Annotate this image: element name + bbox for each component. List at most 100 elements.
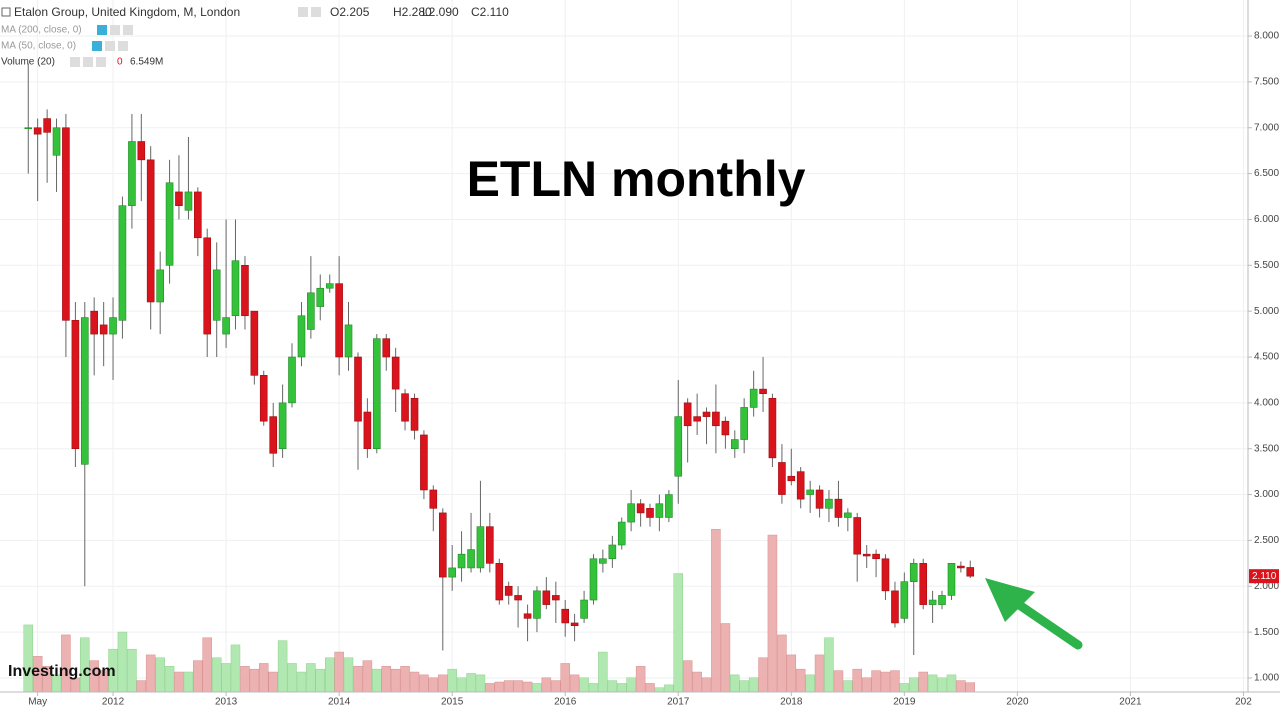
volume-bar: [522, 681, 533, 693]
candle-layer: [24, 63, 975, 656]
indicator-icon[interactable]: [105, 41, 115, 51]
volume-bar: [635, 666, 646, 693]
candle-body: [768, 397, 777, 459]
watermark: Investing.com: [8, 663, 116, 680]
indicator-icon[interactable]: [92, 41, 102, 51]
volume-bar: [174, 671, 184, 693]
candle-body: [71, 320, 80, 450]
volume-bar: [748, 677, 759, 693]
indicator-label: MA (50, close, 0): [1, 41, 76, 52]
candle-body: [825, 498, 833, 509]
indicator-icon[interactable]: [96, 57, 106, 67]
volume-bar: [937, 677, 947, 693]
candle-body: [702, 411, 711, 417]
volume-bar: [560, 663, 570, 693]
settings-icon[interactable]: [298, 7, 308, 17]
candle-body: [749, 388, 758, 408]
candle-body: [589, 558, 598, 601]
volume-bar: [362, 660, 373, 693]
x-tick-label: 2016: [554, 697, 577, 708]
candle-body: [617, 521, 626, 546]
volume-bar: [136, 680, 147, 693]
indicator-icon[interactable]: [118, 41, 128, 51]
candle-body: [693, 416, 701, 422]
volume-zero: 0: [117, 57, 123, 68]
header: Etalon Group, United Kingdom, M, London …: [1, 5, 509, 67]
candle-body: [372, 338, 381, 450]
volume-bar: [277, 640, 288, 693]
candle-body: [891, 590, 899, 624]
volume-bar: [334, 651, 344, 693]
x-tick-label: 2019: [893, 697, 916, 708]
indicator-icon[interactable]: [83, 57, 93, 67]
volume-bar: [541, 677, 552, 693]
collapse-icon[interactable]: [1, 7, 11, 17]
indicator-icon[interactable]: [123, 25, 133, 35]
candle-body: [401, 393, 409, 422]
volume-bar: [767, 534, 778, 693]
volume-bar: [532, 683, 542, 693]
volume-bar: [117, 631, 128, 693]
y-tick-label: 5.000: [1254, 306, 1279, 317]
volume-bar: [579, 677, 589, 693]
volume-bar: [551, 680, 561, 693]
candle-body: [109, 317, 117, 335]
candle-body: [325, 283, 334, 289]
volume-bar: [390, 668, 401, 693]
volume-bar: [616, 683, 627, 693]
volume-bar: [485, 683, 495, 693]
volume-bar: [513, 680, 523, 693]
volume-bar: [287, 663, 297, 693]
candle-body: [467, 549, 475, 569]
volume-bar: [720, 623, 731, 693]
candle-body: [128, 141, 136, 206]
candle-body: [947, 563, 956, 596]
candle-body: [43, 118, 51, 133]
candle-body: [853, 517, 862, 555]
volume-last: 6.549M: [130, 57, 163, 68]
y-tick-label: 4.000: [1254, 397, 1279, 408]
candle-body: [608, 544, 617, 560]
indicator-icon[interactable]: [110, 25, 120, 35]
indicator-icon[interactable]: [97, 25, 107, 35]
low-value: L2.090: [422, 5, 459, 19]
candle-body: [288, 356, 296, 404]
volume-bar: [240, 666, 250, 693]
y-tick-label: 3.000: [1254, 489, 1279, 500]
volume-bar: [343, 657, 354, 693]
candle-body: [175, 191, 183, 206]
chart-title: ETLN monthly: [467, 151, 806, 207]
volume-bar: [871, 670, 881, 693]
candle-body: [316, 287, 325, 307]
volume-bar: [673, 573, 684, 693]
arrow-shaft: [1007, 595, 1083, 650]
settings-icon[interactable]: [311, 7, 321, 17]
candle-body: [834, 498, 843, 518]
candle-body: [410, 397, 419, 431]
candle-body: [335, 283, 343, 358]
volume-bar: [843, 680, 853, 693]
volume-bar: [193, 660, 203, 693]
volume-bar: [645, 683, 655, 693]
close-value: C2.110: [471, 5, 509, 19]
candle-body: [231, 260, 240, 317]
candle-body: [740, 407, 748, 440]
x-tick-label: 2014: [328, 697, 351, 708]
candle-body: [570, 622, 579, 626]
volume-bar: [221, 663, 231, 693]
candle-body: [391, 356, 400, 390]
volume-bar: [918, 671, 928, 693]
y-tick-label: 5.500: [1254, 260, 1279, 271]
candle-body: [514, 595, 522, 601]
volume-bar: [692, 671, 702, 693]
volume-bar: [758, 657, 768, 693]
candle-body: [580, 599, 588, 619]
indicator-icon[interactable]: [70, 57, 80, 67]
candle-body: [646, 508, 654, 518]
candle-body: [222, 317, 230, 335]
volume-bar: [447, 668, 457, 693]
volume-label: Volume (20): [1, 57, 55, 68]
candle-body: [278, 402, 287, 450]
last-price-label: 2.110: [1252, 571, 1277, 582]
